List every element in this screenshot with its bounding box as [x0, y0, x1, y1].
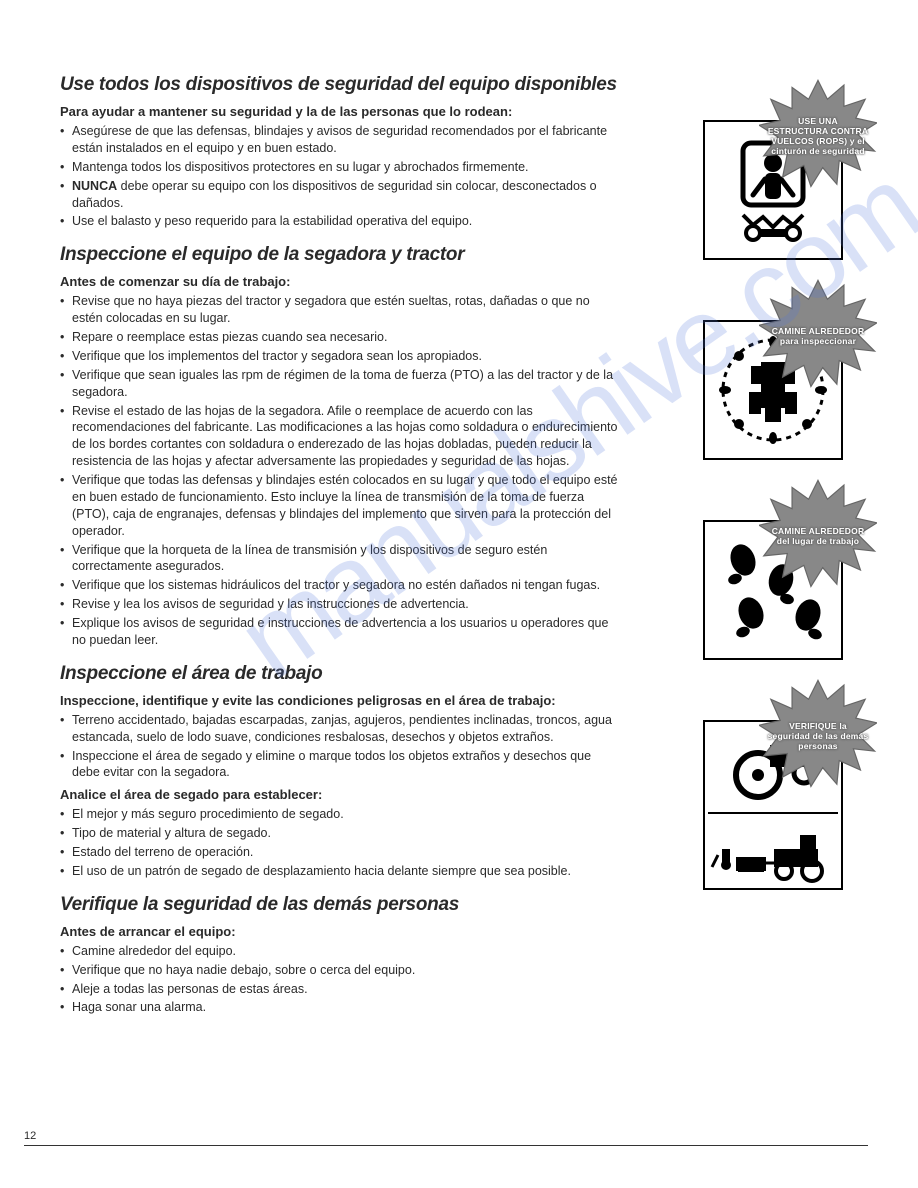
heading-1: Use todos los dispositivos de seguridad …	[60, 74, 620, 96]
burst-text-1: USE UNA ESTRUCTURA CONTRA VUELCOS (ROPS)…	[759, 117, 877, 156]
list-item: Terreno accidentado, bajadas escarpadas,…	[60, 712, 620, 746]
list-3b: El mejor y más seguro procedimiento de s…	[60, 806, 620, 880]
list-item: Verifique que la horqueta de la línea de…	[60, 542, 620, 576]
list-4: Camine alrededor del equipo. Verifique q…	[60, 943, 620, 1017]
burst-3: CAMINE ALREDEDOR del lugar de trabajo	[759, 478, 877, 596]
burst-1: USE UNA ESTRUCTURA CONTRA VUELCOS (ROPS)…	[759, 78, 877, 196]
list-item: Verifique que no haya nadie debajo, sobr…	[60, 962, 620, 979]
burst-text-4: VERIFIQUE la seguridad de las demás pers…	[759, 722, 877, 751]
list-item: Inspeccione el área de segado y elimine …	[60, 748, 620, 782]
list-item: Haga sonar una alarma.	[60, 999, 620, 1016]
list-item: Asegúrese de que las defensas, blindajes…	[60, 123, 620, 157]
sub-1: Para ayudar a mantener su seguridad y la…	[60, 104, 620, 119]
list-1: Asegúrese de que las defensas, blindajes…	[60, 123, 620, 230]
burst-4: VERIFIQUE la seguridad de las demás pers…	[759, 678, 877, 796]
panel-walkaround-tractor: CAMINE ALREDEDOR para inspeccionar	[703, 320, 843, 460]
list-item: Aleje a todas las personas de estas área…	[60, 981, 620, 998]
panel-footprints: CAMINE ALREDEDOR del lugar de trabajo	[703, 520, 843, 660]
list-item: Verifique que sean iguales las rpm de ré…	[60, 367, 620, 401]
panel-rops: USE UNA ESTRUCTURA CONTRA VUELCOS (ROPS)…	[703, 120, 843, 260]
list-item: NUNCA debe operar su equipo con los disp…	[60, 178, 620, 212]
list-item: Revise que no haya piezas del tractor y …	[60, 293, 620, 327]
list-item: Camine alrededor del equipo.	[60, 943, 620, 960]
list-item: Verifique que los implementos del tracto…	[60, 348, 620, 365]
list-item: Explique los avisos de seguridad e instr…	[60, 615, 620, 649]
list-item: Repare o reemplace estas piezas cuando s…	[60, 329, 620, 346]
list-item: Estado del terreno de operación.	[60, 844, 620, 861]
page-number: 12	[24, 1130, 42, 1142]
list-3: Terreno accidentado, bajadas escarpadas,…	[60, 712, 620, 782]
side-panels: USE UNA ESTRUCTURA CONTRA VUELCOS (ROPS)…	[648, 60, 868, 950]
sub-4: Antes de arrancar el equipo:	[60, 924, 620, 939]
list-item: Revise y lea los avisos de seguridad y l…	[60, 596, 620, 613]
list-item: Verifique que los sistemas hidráulicos d…	[60, 577, 620, 594]
list-item: Tipo de material y altura de segado.	[60, 825, 620, 842]
panel-verify: VERIFIQUE la seguridad de las demás pers…	[703, 720, 843, 890]
heading-2: Inspeccione el equipo de la segadora y t…	[60, 244, 620, 266]
heading-3: Inspeccione el área de trabajo	[60, 663, 620, 685]
list-item: Mantenga todos los dispositivos protecto…	[60, 159, 620, 176]
sub-3b: Analice el área de segado para establece…	[60, 787, 620, 802]
list-item: El uso de un patrón de segado de desplaz…	[60, 863, 620, 880]
page-footer: 12	[24, 1145, 868, 1158]
burst-text-2: CAMINE ALREDEDOR para inspeccionar	[759, 327, 877, 347]
sub-2: Antes de comenzar su día de trabajo:	[60, 274, 620, 289]
list-2: Revise que no haya piezas del tractor y …	[60, 293, 620, 649]
main-content: Use todos los dispositivos de seguridad …	[60, 60, 620, 1022]
list-item: Verifique que todas las defensas y blind…	[60, 472, 620, 540]
list-item: Revise el estado de las hojas de la sega…	[60, 403, 620, 471]
list-item: El mejor y más seguro procedimiento de s…	[60, 806, 620, 823]
burst-text-3: CAMINE ALREDEDOR del lugar de trabajo	[759, 527, 877, 547]
burst-2: CAMINE ALREDEDOR para inspeccionar	[759, 278, 877, 396]
sub-3: Inspeccione, identifique y evite las con…	[60, 693, 620, 708]
list-item: Use el balasto y peso requerido para la …	[60, 213, 620, 230]
heading-4: Verifique la seguridad de las demás pers…	[60, 894, 620, 916]
